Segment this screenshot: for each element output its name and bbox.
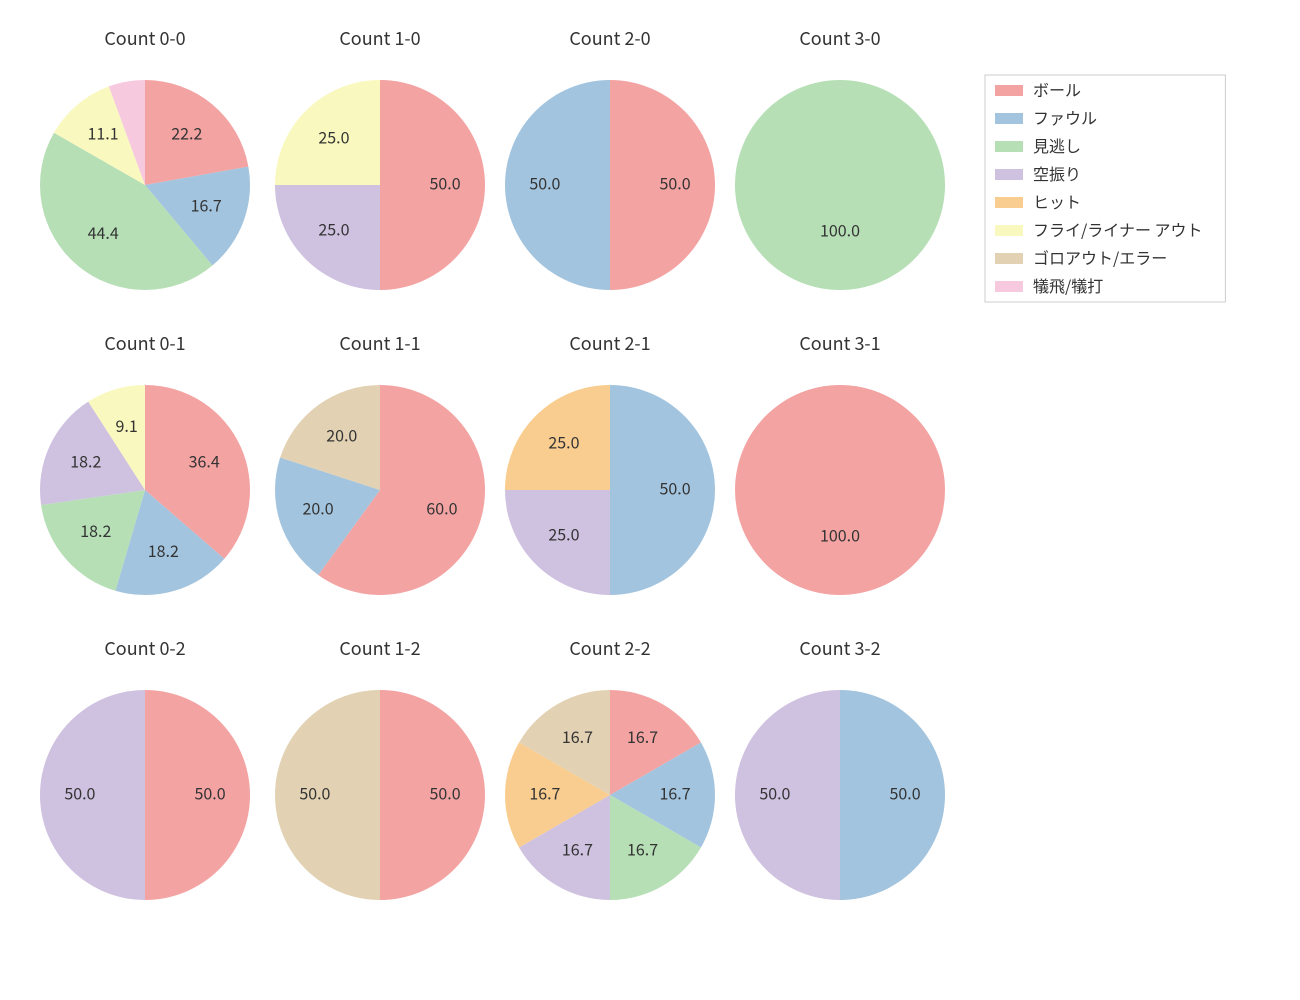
slice-label: 36.4 (189, 448, 220, 472)
legend-label: 犠飛/犠打 (1033, 273, 1103, 297)
legend-swatch (995, 253, 1023, 264)
chart-grid: Count 0-0 22.2 16.7 44.4 11.1 Count 1-0 50.0 25… (0, 0, 1300, 1000)
slice-label: 50.0 (759, 780, 790, 804)
slice-label: 25.0 (548, 521, 579, 545)
legend-swatch (995, 225, 1023, 236)
legend-swatch (995, 281, 1023, 292)
legend-label: ファウル (1033, 105, 1097, 129)
legend-label: ヒット (1033, 189, 1081, 213)
legend-swatch (995, 113, 1023, 124)
slice-label: 18.2 (80, 518, 111, 542)
slice-label: 22.2 (171, 120, 202, 144)
pie-chart: Count 2-1 50.0 25.0 25.0 (505, 330, 715, 595)
slice-label: 16.7 (627, 837, 658, 861)
pie-chart: Count 1-2 50.0 50.0 (275, 635, 485, 900)
pie-title: Count 2-2 (569, 635, 650, 661)
pie-title: Count 3-1 (799, 330, 880, 356)
pie-title: Count 2-0 (569, 25, 650, 51)
pie-title: Count 1-1 (339, 330, 420, 356)
slice-label: 100.0 (820, 218, 860, 242)
slice-label: 11.1 (87, 121, 118, 145)
pie-chart: Count 1-0 50.0 25.0 25.0 (275, 25, 485, 290)
slice-label: 50.0 (660, 170, 691, 194)
legend-swatch (995, 85, 1023, 96)
slice-label: 9.1 (116, 413, 138, 437)
slice-label: 50.0 (64, 780, 95, 804)
pie-title: Count 0-0 (104, 25, 185, 51)
slice-label: 44.4 (88, 220, 119, 244)
slice-label: 16.7 (529, 780, 560, 804)
pie-title: Count 3-0 (799, 25, 880, 51)
legend-label: ボール (1033, 77, 1081, 101)
pie-chart: Count 1-1 60.0 20.0 20.0 (275, 330, 485, 595)
legend-label: フライ/ライナー アウト (1033, 217, 1203, 241)
pie-chart: Count 3-2 50.0 50.0 (735, 635, 945, 900)
slice-label: 50.0 (430, 170, 461, 194)
slice-label: 16.7 (660, 780, 691, 804)
slice-label: 50.0 (890, 780, 921, 804)
slice-label: 25.0 (548, 429, 579, 453)
slice-label: 16.7 (191, 193, 222, 217)
slice-label: 18.2 (70, 448, 101, 472)
pie-slice (735, 80, 945, 290)
slice-label: 16.7 (562, 724, 593, 748)
legend: ボールファウル見逃し空振りヒットフライ/ライナー アウトゴロアウト/エラー犠飛/… (985, 75, 1225, 302)
pie-chart: Count 0-2 50.0 50.0 (40, 635, 250, 900)
slice-label: 50.0 (529, 170, 560, 194)
slice-label: 100.0 (820, 523, 860, 547)
pie-title: Count 0-1 (104, 330, 185, 356)
pie-chart: Count 0-0 22.2 16.7 44.4 11.1 (40, 25, 250, 290)
pie-chart: Count 2-0 50.0 50.0 (505, 25, 715, 290)
pie-chart: Count 2-2 16.7 16.7 16.7 16.7 16.7 16.7 (505, 635, 715, 900)
legend-label: 見逃し (1033, 133, 1081, 157)
pie-chart: Count 3-0 100.0 (735, 25, 945, 290)
pie-title: Count 3-2 (799, 635, 880, 661)
slice-label: 18.2 (148, 538, 179, 562)
pie-title: Count 1-2 (339, 635, 420, 661)
pie-slice (735, 385, 945, 595)
pie-title: Count 1-0 (339, 25, 420, 51)
legend-swatch (995, 197, 1023, 208)
pie-chart: Count 0-1 36.4 18.2 18.2 18.2 9.1 (40, 330, 250, 595)
pie-title: Count 2-1 (569, 330, 650, 356)
slice-label: 60.0 (426, 495, 457, 519)
slice-label: 50.0 (430, 780, 461, 804)
slice-label: 25.0 (318, 124, 349, 148)
pie-title: Count 0-2 (104, 635, 185, 661)
slice-label: 25.0 (318, 216, 349, 240)
legend-swatch (995, 141, 1023, 152)
legend-label: ゴロアウト/エラー (1033, 245, 1167, 269)
slice-label: 16.7 (627, 724, 658, 748)
slice-label: 50.0 (299, 780, 330, 804)
legend-swatch (995, 169, 1023, 180)
slice-label: 50.0 (660, 475, 691, 499)
legend-label: 空振り (1033, 161, 1081, 185)
slice-label: 16.7 (562, 837, 593, 861)
pie-grid-svg: Count 0-0 22.2 16.7 44.4 11.1 Count 1-0 50.0 25… (0, 0, 1300, 1000)
slice-label: 20.0 (303, 495, 334, 519)
pie-chart: Count 3-1 100.0 (735, 330, 945, 595)
slice-label: 50.0 (195, 780, 226, 804)
slice-label: 20.0 (326, 423, 357, 447)
